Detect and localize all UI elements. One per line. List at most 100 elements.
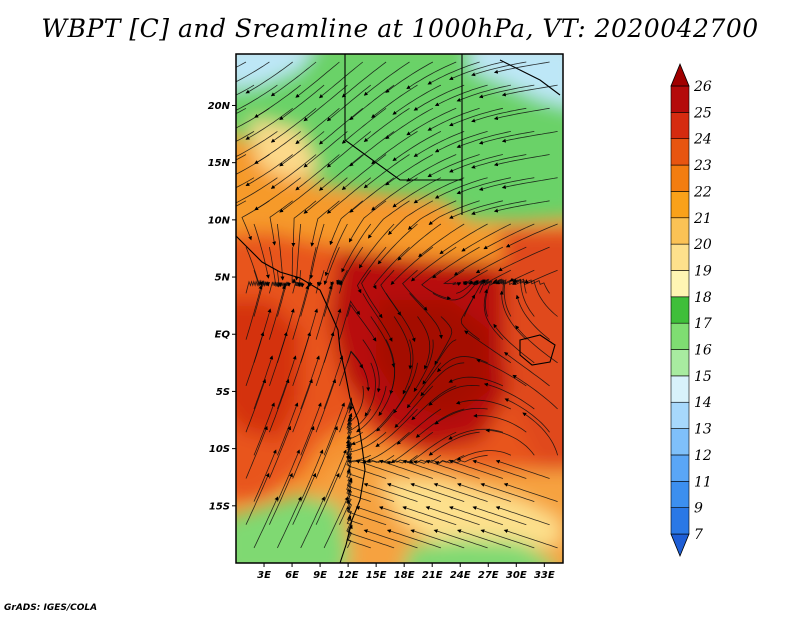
- streamline: [402, 506, 457, 526]
- streamline: [427, 154, 480, 177]
- streamline: [253, 223, 270, 279]
- streamline: [471, 200, 527, 215]
- streamline: [461, 223, 512, 252]
- y-tick-label: 10S: [209, 444, 230, 455]
- streamline: [495, 459, 550, 479]
- streamline: [522, 412, 558, 456]
- streamline: [390, 246, 434, 285]
- streamline: [323, 246, 340, 285]
- streamline: [245, 285, 263, 340]
- streamline: [448, 428, 504, 440]
- colorbar-box: [670, 217, 690, 245]
- streamline: [253, 449, 277, 502]
- streamline: [396, 408, 442, 445]
- streamline: [245, 378, 267, 433]
- streamline: [351, 408, 395, 446]
- streamline: [475, 246, 527, 274]
- colorbar-box: [670, 138, 690, 166]
- colorbar-label: 20: [693, 237, 712, 253]
- streamline: [413, 454, 465, 465]
- streamline: [483, 382, 535, 410]
- streamline: [417, 316, 431, 370]
- streamline: [478, 177, 535, 191]
- streamline: [434, 177, 488, 199]
- streamline: [394, 385, 434, 428]
- streamline: [449, 459, 504, 479]
- streamline: [471, 61, 527, 77]
- region-mediterranean-corner: [470, 54, 563, 106]
- streamline: [315, 285, 333, 340]
- streamline: [385, 61, 434, 93]
- streamline: [347, 303, 377, 342]
- colorbar-box: [670, 401, 690, 429]
- streamline: [493, 323, 535, 364]
- region-east-africa: [500, 228, 563, 470]
- streamline: [355, 506, 410, 526]
- streamline: [349, 200, 387, 243]
- streamline: [348, 478, 395, 502]
- streamline: [524, 279, 558, 317]
- streamline: [346, 415, 364, 440]
- streamline: [253, 496, 279, 549]
- streamline: [449, 107, 503, 127]
- streamline: [406, 61, 457, 90]
- streamline: [402, 339, 414, 395]
- streamline: [270, 61, 317, 97]
- streamline: [295, 107, 340, 145]
- streamline: [413, 131, 465, 157]
- colorbar-label: 15: [694, 369, 712, 385]
- streamline: [279, 131, 325, 167]
- y-tick-label: 15S: [209, 501, 230, 512]
- colorbar-box: [670, 296, 690, 324]
- streamline: [277, 449, 300, 502]
- streamline: [303, 177, 348, 214]
- streamline: [432, 281, 477, 301]
- streamline: [292, 378, 313, 433]
- streamline: [501, 177, 558, 189]
- streamline: [415, 408, 465, 438]
- colorbar-box: [670, 243, 690, 271]
- colorbar-upper-triangle: [670, 62, 690, 87]
- streamline: [355, 459, 410, 479]
- streamline: [499, 290, 527, 340]
- streamline: [356, 246, 387, 294]
- streamline: [434, 131, 488, 153]
- streamline: [315, 425, 338, 479]
- streamline: [512, 374, 558, 410]
- streamline: [323, 496, 349, 549]
- streamline: [295, 61, 340, 98]
- grads-credit: GrADS: IGES/COLA: [4, 603, 98, 613]
- streamline: [376, 385, 410, 432]
- streamline: [385, 107, 434, 140]
- streamline: [292, 331, 311, 387]
- x-tick-label: 27E: [478, 570, 499, 581]
- streamline: [236, 84, 278, 111]
- streamline: [348, 524, 395, 549]
- streamline: [480, 482, 535, 502]
- colorbar-box: [670, 375, 690, 403]
- streamline: [291, 200, 317, 247]
- streamline: [392, 131, 442, 162]
- streamline: [406, 107, 457, 136]
- colorbar-box: [670, 428, 690, 456]
- streamline: [269, 281, 283, 294]
- region-sahel-pale: [250, 118, 320, 180]
- x-tick-label: 24E: [450, 570, 471, 581]
- streamline: [363, 107, 410, 143]
- region-namibia-coast: [236, 495, 350, 563]
- colorbar-label: 9: [694, 501, 703, 517]
- streamline: [303, 84, 348, 122]
- streamline: [413, 84, 465, 111]
- streamline: [318, 154, 364, 191]
- colorbar-box: [670, 507, 690, 535]
- coastlines: [236, 54, 561, 563]
- streamline: [326, 84, 372, 122]
- x-tick-label: 6E: [285, 570, 299, 581]
- colorbar-box: [670, 85, 690, 113]
- streamline: [375, 408, 418, 447]
- streamline: [345, 454, 387, 479]
- streamline: [456, 84, 511, 102]
- streamline: [471, 107, 527, 123]
- colorbar-label: 17: [694, 316, 712, 332]
